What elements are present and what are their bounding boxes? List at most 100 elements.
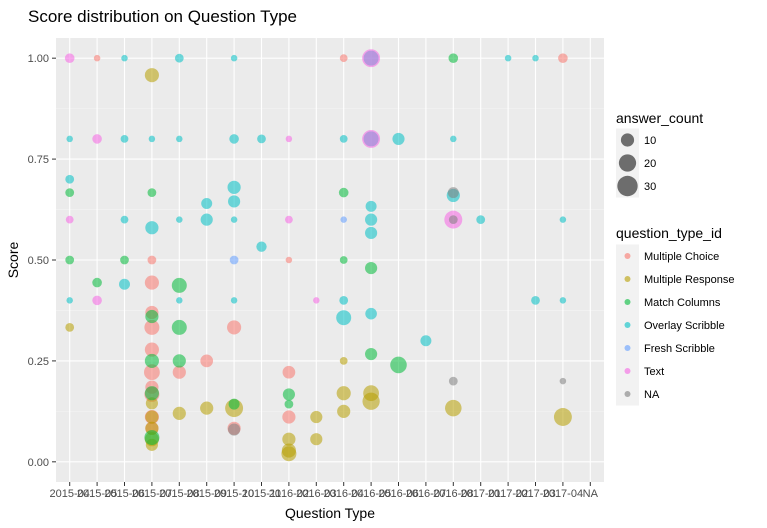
data-point <box>228 195 241 208</box>
data-point <box>144 430 160 446</box>
data-point <box>121 54 128 62</box>
x-tick-label: 2015-06 <box>104 488 144 500</box>
color-legend: question_type_id Multiple Choice Multiple… <box>616 225 735 406</box>
x-tick-label: NA <box>583 488 599 500</box>
data-point <box>230 54 238 62</box>
data-point <box>558 53 568 63</box>
data-point <box>336 386 351 401</box>
data-point <box>392 132 405 145</box>
size-legend-label: 30 <box>644 181 656 193</box>
x-tick-label: 2017-03 <box>515 488 555 500</box>
y-tick-label: 0.50 <box>28 255 49 267</box>
data-point <box>92 134 102 144</box>
x-tick-label: 2016-07 <box>406 488 446 500</box>
x-axis-title: Question Type <box>285 505 375 521</box>
data-point <box>144 275 159 290</box>
data-point <box>200 401 214 415</box>
data-point <box>93 54 101 62</box>
data-point <box>559 216 567 223</box>
data-point <box>200 354 214 368</box>
x-tick-label: 2016-05 <box>351 488 391 500</box>
data-point <box>227 320 242 335</box>
data-point <box>229 255 239 265</box>
color-legend-label: Overlay Scribble <box>644 320 725 332</box>
data-point <box>66 297 73 304</box>
color-legend-swatch <box>624 299 631 305</box>
data-point <box>65 323 75 332</box>
data-point <box>172 365 186 379</box>
color-legend-label: Multiple Choice <box>644 251 719 263</box>
data-point <box>339 295 349 305</box>
data-point <box>176 297 183 304</box>
data-points <box>64 49 572 462</box>
data-point <box>448 376 458 386</box>
data-point <box>313 297 320 304</box>
size-legend: answer_count 10 20 30 <box>616 110 703 198</box>
data-point <box>256 241 267 252</box>
color-legend-swatch <box>624 345 631 351</box>
data-point <box>120 255 129 265</box>
data-point <box>228 398 240 410</box>
data-point <box>282 388 295 401</box>
color-legend-swatch <box>624 391 631 397</box>
chart-title: Score distribution on Question Type <box>28 7 297 26</box>
data-point <box>450 135 457 143</box>
data-point <box>228 423 241 436</box>
data-point <box>176 216 183 223</box>
data-point <box>120 135 129 143</box>
size-legend-circle <box>617 175 638 197</box>
data-point <box>92 277 102 288</box>
size-legend-label: 10 <box>644 135 656 147</box>
x-tick-label: 2015-11 <box>242 488 282 500</box>
data-point <box>285 256 293 264</box>
data-point <box>339 135 348 143</box>
data-point <box>176 135 183 143</box>
data-point <box>144 353 159 368</box>
data-point <box>282 410 296 424</box>
data-point <box>171 277 187 293</box>
data-point <box>559 297 567 304</box>
data-point <box>119 278 130 290</box>
data-point <box>365 213 378 226</box>
size-legend-label: 20 <box>644 158 656 170</box>
color-legend-label: Match Columns <box>644 297 721 309</box>
x-tick-label: 2015-05 <box>77 488 117 500</box>
data-point <box>200 213 213 226</box>
y-tick-label: 0.25 <box>28 356 49 368</box>
data-point <box>365 347 378 361</box>
data-point <box>147 188 157 197</box>
color-legend-title: question_type_id <box>616 225 722 241</box>
x-axis-ticks: 2015-042015-052015-062015-072015-082015-… <box>50 482 599 500</box>
data-point <box>257 134 266 144</box>
size-legend-circle <box>620 133 635 147</box>
data-point <box>174 53 184 63</box>
x-tick-label: 2017-02 <box>488 488 528 500</box>
data-point <box>337 404 351 418</box>
data-point <box>144 342 159 357</box>
data-point <box>531 295 540 305</box>
data-point <box>362 392 380 410</box>
data-point <box>282 432 296 446</box>
data-point <box>338 187 349 198</box>
x-tick-label: 2015-04 <box>50 488 90 500</box>
data-point <box>365 307 377 320</box>
data-point <box>230 216 238 223</box>
data-point <box>365 200 377 212</box>
x-tick-label: 2015-07 <box>132 488 172 500</box>
data-point <box>145 221 159 235</box>
data-point <box>553 408 572 426</box>
x-tick-label: 2016-03 <box>296 488 336 500</box>
data-point <box>339 54 348 63</box>
data-point <box>144 364 160 381</box>
size-legend-title: answer_count <box>616 110 703 126</box>
data-point <box>65 255 75 265</box>
data-point <box>230 297 238 304</box>
data-point <box>310 410 323 424</box>
color-legend-label: NA <box>644 389 660 401</box>
data-point <box>65 188 75 197</box>
data-point <box>420 335 432 347</box>
y-tick-label: 0.00 <box>28 457 49 469</box>
data-point <box>171 319 187 335</box>
data-point <box>310 433 323 446</box>
